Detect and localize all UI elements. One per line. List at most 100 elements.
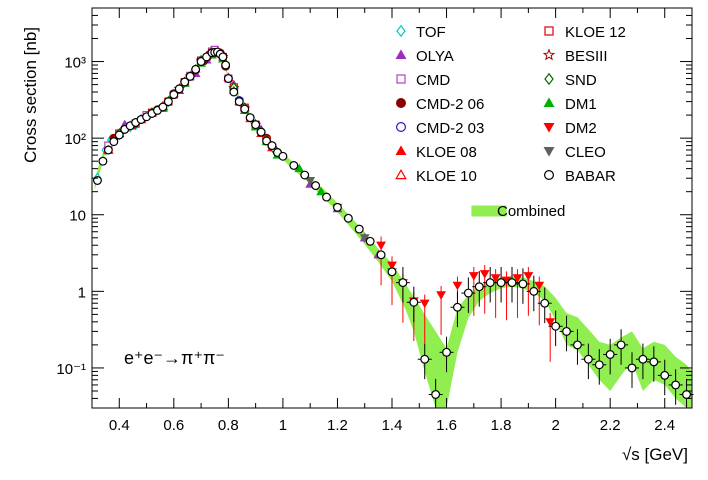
legend-item-cmd-2-06: CMD-2 06 xyxy=(396,96,484,113)
legend-label-tof: TOF xyxy=(416,24,446,41)
data-point xyxy=(98,156,108,166)
legend-label-cmd-2-03: CMD-2 03 xyxy=(416,120,484,137)
legend-label-kloe-10: KLOE 10 xyxy=(416,168,477,185)
data-point xyxy=(163,97,173,107)
data-point xyxy=(512,274,523,283)
legend-label-cleo: CLEO xyxy=(565,144,606,161)
data-point xyxy=(660,370,670,380)
data-point xyxy=(583,354,593,364)
y-tick-label: 1 xyxy=(78,284,86,301)
data-point xyxy=(191,64,201,74)
data-point xyxy=(316,186,326,196)
data-point xyxy=(409,297,419,307)
legend-label-babar: BABAR xyxy=(565,168,616,185)
data-point xyxy=(616,340,626,350)
data-point xyxy=(490,274,501,283)
data-point xyxy=(196,57,206,66)
data-point xyxy=(529,286,539,296)
legend-item-dm2: DM2 xyxy=(543,120,597,137)
data-point xyxy=(387,261,397,271)
data-point xyxy=(218,52,228,62)
y-tick-label: 10 xyxy=(69,208,86,225)
data-point xyxy=(169,90,179,100)
data-point xyxy=(594,360,604,370)
data-point xyxy=(109,137,119,147)
y-axis-label: Cross section [nb] xyxy=(21,27,40,163)
data-point xyxy=(234,97,244,107)
legend-marker-dm2 xyxy=(543,123,555,133)
data-point xyxy=(311,181,321,191)
data-point xyxy=(221,60,231,70)
x-tick-label: 0.6 xyxy=(163,417,184,434)
data-point xyxy=(523,272,534,281)
data-point xyxy=(420,354,430,364)
legend-marker-cleo xyxy=(543,146,555,157)
data-point xyxy=(534,281,545,291)
legend-label-combined: Combined xyxy=(497,203,565,220)
legend-marker-cmd-2-03 xyxy=(396,121,407,132)
x-axis-label: √s [GeV] xyxy=(622,445,688,464)
data-point xyxy=(333,202,342,212)
data-point xyxy=(507,278,517,288)
legend-label-cmd: CMD xyxy=(416,72,450,89)
data-point xyxy=(419,299,430,309)
data-point xyxy=(398,278,408,288)
data-point xyxy=(468,272,479,281)
x-tick-label: 0.8 xyxy=(218,417,239,434)
data-point xyxy=(627,363,637,373)
legend-item-cmd-2-03: CMD-2 03 xyxy=(396,120,484,137)
data-point xyxy=(545,318,556,327)
legend-item-tof: TOF xyxy=(396,24,446,41)
legend-item-olya: OLYA xyxy=(395,48,454,65)
legend-marker-dm1 xyxy=(543,97,555,107)
x-tick-label: 1.8 xyxy=(491,417,512,434)
legend-item-cmd: CMD xyxy=(396,72,450,89)
legend-item-kloe-08: KLOE 08 xyxy=(395,144,477,161)
legend-item-dm1: DM1 xyxy=(543,96,597,113)
data-point xyxy=(359,234,370,243)
data-point xyxy=(251,120,261,130)
legend-item-cleo: CLEO xyxy=(543,144,606,161)
legend-item-babar: BABAR xyxy=(543,168,616,185)
legend-marker-kloe-10 xyxy=(395,168,407,180)
data-point xyxy=(562,326,571,336)
data-point xyxy=(376,241,386,251)
data-point xyxy=(485,278,495,288)
data-point xyxy=(474,282,484,292)
data-point xyxy=(229,87,239,97)
legend-item-kloe-10: KLOE 10 xyxy=(395,168,477,185)
data-point xyxy=(453,302,462,312)
y-tick-label: 10⁻¹ xyxy=(56,361,86,378)
y-tick-label: 10³ xyxy=(64,55,86,72)
series-babar xyxy=(93,47,694,408)
y-tick-labels: 10⁻¹ 1 10 10² 10³ xyxy=(56,55,86,378)
data-point xyxy=(343,213,353,223)
data-point xyxy=(185,71,195,81)
data-point xyxy=(267,141,277,151)
data-point xyxy=(305,176,316,186)
data-point xyxy=(103,145,113,155)
data-point xyxy=(463,288,473,298)
data-point xyxy=(354,224,364,234)
data-point xyxy=(376,250,386,260)
data-point xyxy=(278,151,288,161)
legend-label-kloe-12: KLOE 12 xyxy=(565,24,626,41)
data-point xyxy=(289,161,299,170)
data-point xyxy=(573,340,582,350)
data-point xyxy=(158,102,168,112)
legend-label-dm1: DM1 xyxy=(565,96,597,113)
legend-label-cmd-2-06: CMD-2 06 xyxy=(416,96,484,113)
legend-label-kloe-08: KLOE 08 xyxy=(416,144,477,161)
data-point xyxy=(638,354,648,364)
data-point xyxy=(551,321,561,331)
data-point xyxy=(365,236,375,246)
legend-marker-cmd-2-06 xyxy=(396,97,407,108)
legend-label-besiii: BESIII xyxy=(565,48,608,65)
legend-label-snd: SND xyxy=(565,72,597,89)
legend-marker-olya xyxy=(395,49,407,59)
data-point xyxy=(518,279,528,289)
data-points-layer xyxy=(93,45,694,408)
legend-marker-combined xyxy=(471,205,507,217)
axis-ticks xyxy=(91,7,693,409)
